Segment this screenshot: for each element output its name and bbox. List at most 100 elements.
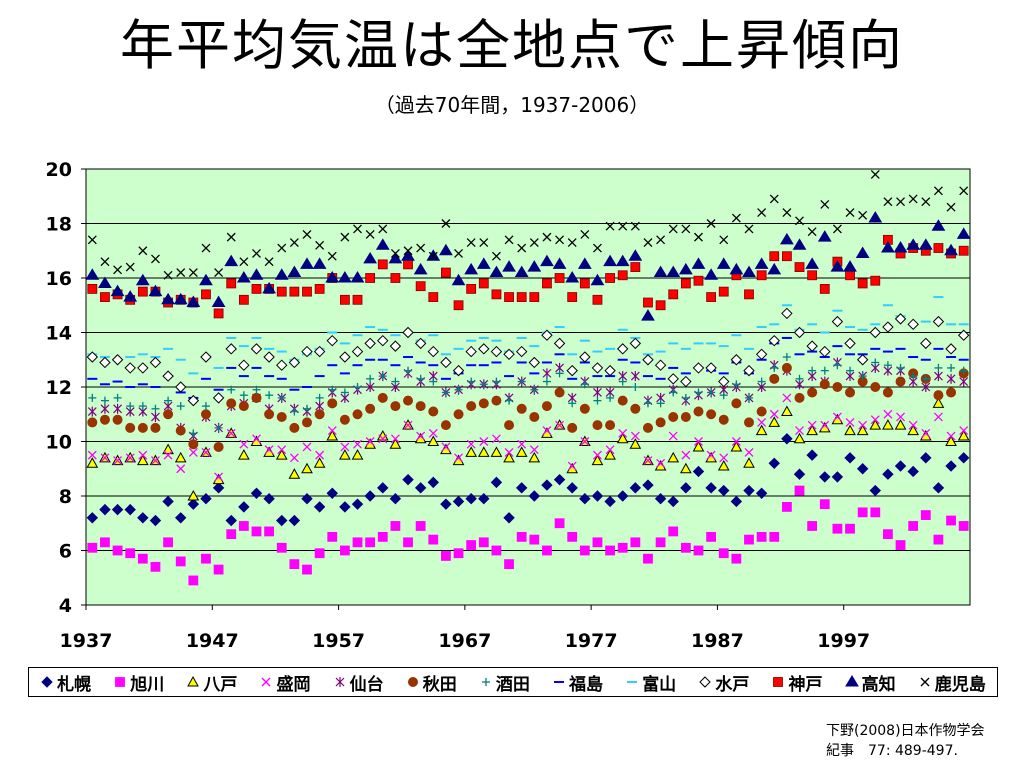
data-point [339,294,350,305]
data-point [605,221,615,231]
data-point [731,437,741,446]
data-point [110,284,125,297]
data-point [274,268,289,280]
legend-label: 高知 [861,674,896,695]
data-point [542,368,552,379]
data-point [428,292,439,302]
data-point [932,397,945,408]
data-point [365,382,375,392]
data-point [793,468,806,480]
data-point [605,420,616,431]
data-point [124,362,136,374]
y-tick-label: 6 [59,541,72,563]
data-point [678,262,693,275]
data-point [667,451,680,463]
data-point [339,351,351,363]
data-point [124,503,136,516]
data-point [389,493,402,505]
x-tick-label: 1937 [60,630,113,652]
data-point [479,238,489,248]
data-point [744,289,754,300]
data-point [906,238,921,250]
data-point [593,387,602,398]
data-point [414,337,427,350]
data-point [137,422,148,433]
legend-label: 札幌 [57,674,92,695]
legend: 札幌 旭川 八戸 盛岡 仙台 秋田 酒田 福島 富山 水戸 神戸 高知 鹿児島 [28,667,998,697]
data-point [932,482,945,494]
data-point [188,439,199,450]
data-point [113,393,122,402]
data-point [314,548,325,559]
data-point [894,460,907,472]
data-point [238,359,250,371]
data-point [504,292,514,302]
data-point [792,238,807,250]
data-point [378,372,387,381]
data-point [553,337,566,350]
data-point [288,356,301,369]
data-point [567,461,577,471]
data-point [138,450,148,460]
data-point [592,243,602,253]
data-point [201,289,211,300]
data-point [756,531,767,542]
data-point [718,484,730,497]
data-point [744,447,754,457]
y-tick-label: 16 [46,268,72,290]
data-point [189,429,198,438]
legend-label: 仙台 [349,674,384,695]
data-point [249,268,264,280]
data-point [681,224,691,234]
data-point [819,379,830,390]
data-point [137,362,149,374]
data-point [642,354,654,366]
data-point [413,262,428,275]
data-point [364,490,376,502]
data-point [631,383,640,391]
data-point [377,482,389,494]
data-point [817,230,832,242]
data-point [618,428,628,438]
data-point [870,382,881,392]
data-point [566,364,578,377]
data-point [781,307,793,320]
data-point [819,283,830,294]
data-point [340,442,350,452]
data-point [957,430,970,441]
data-point [465,446,478,457]
data-point [264,445,274,455]
data-point [100,537,110,548]
data-point [250,343,263,355]
data-point [426,249,441,261]
data-point [933,186,943,196]
data-point [301,493,313,505]
data-point [137,512,149,524]
data-point [276,286,287,297]
data-point [403,537,413,548]
data-point [934,363,943,372]
data-point [163,537,173,548]
data-point [175,512,187,524]
data-point [529,411,540,422]
data-point [452,495,465,508]
data-point [466,283,477,294]
data-point [176,464,186,474]
data-point [199,273,213,286]
data-point [277,445,287,455]
data-point [604,449,616,460]
data-point [503,512,515,524]
data-point [580,437,590,446]
x-tick-label: 1997 [817,630,870,652]
data-point [288,514,301,527]
legend-item: 盛岡 [259,670,310,695]
data-point [441,551,451,561]
data-point [870,169,880,179]
data-point [871,358,880,367]
data-point [200,351,212,363]
data-point [491,251,501,261]
data-point [656,399,665,408]
data-point [857,507,868,518]
data-point [529,238,539,248]
data-point [592,537,603,548]
